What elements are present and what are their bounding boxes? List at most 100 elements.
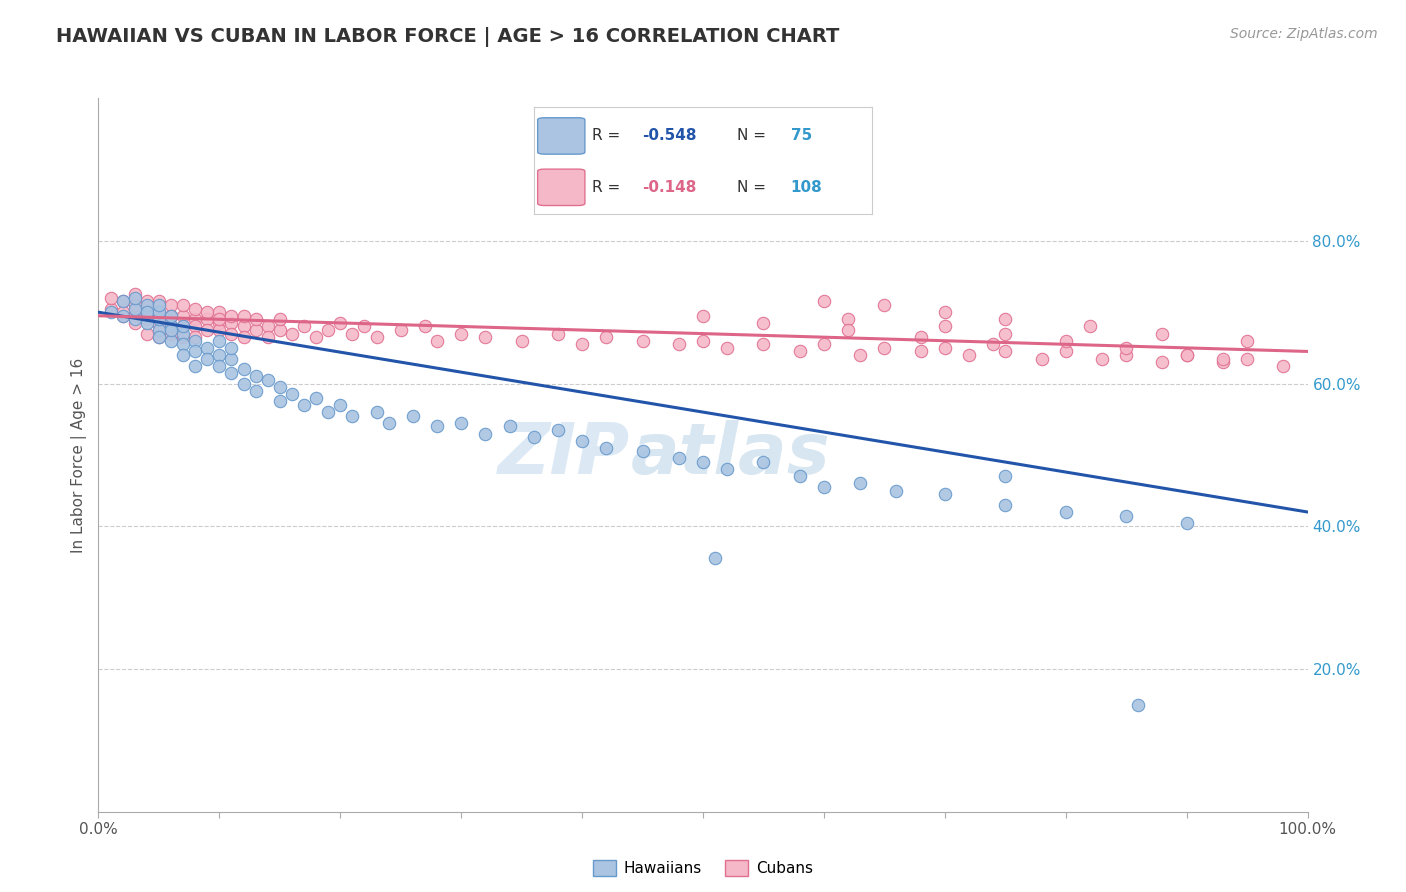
Point: [195, 305, 218, 319]
Point: [245, 312, 267, 326]
Point: [148, 294, 170, 309]
Point: [184, 319, 207, 334]
Point: [571, 337, 593, 351]
Point: [994, 312, 1017, 326]
Text: 75: 75: [790, 128, 813, 144]
Point: [111, 305, 134, 319]
Point: [450, 416, 472, 430]
Point: [837, 312, 859, 326]
Point: [366, 330, 388, 344]
Point: [172, 309, 194, 323]
Point: [208, 359, 231, 373]
Point: [752, 316, 775, 330]
Point: [873, 341, 896, 355]
Point: [184, 330, 207, 344]
Point: [135, 305, 157, 319]
Point: [595, 330, 617, 344]
Point: [571, 434, 593, 448]
Point: [172, 337, 194, 351]
Point: [135, 309, 157, 323]
Point: [547, 423, 569, 437]
Point: [148, 298, 170, 312]
Point: [692, 455, 714, 469]
Point: [135, 312, 157, 326]
Point: [195, 323, 218, 337]
Point: [184, 312, 207, 326]
Point: [329, 316, 352, 330]
Point: [281, 387, 304, 401]
Point: [1054, 334, 1077, 348]
Point: [1078, 319, 1101, 334]
Point: [172, 319, 194, 334]
Point: [837, 323, 859, 337]
Point: [172, 298, 194, 312]
Point: [450, 326, 472, 341]
Point: [752, 337, 775, 351]
Point: [1212, 355, 1234, 369]
Point: [221, 316, 243, 330]
Text: R =: R =: [592, 128, 624, 144]
Point: [148, 305, 170, 319]
Point: [886, 483, 908, 498]
Point: [342, 409, 364, 423]
Point: [221, 309, 243, 323]
FancyBboxPatch shape: [537, 169, 585, 205]
Point: [389, 323, 412, 337]
Point: [1054, 344, 1077, 359]
Point: [1175, 348, 1198, 362]
Point: [160, 309, 183, 323]
Point: [910, 330, 932, 344]
Point: [281, 326, 304, 341]
Point: [148, 323, 170, 337]
Text: Source: ZipAtlas.com: Source: ZipAtlas.com: [1230, 27, 1378, 41]
Point: [208, 348, 231, 362]
Point: [1212, 351, 1234, 366]
Point: [195, 312, 218, 326]
Point: [934, 341, 956, 355]
Point: [256, 330, 278, 344]
Point: [172, 348, 194, 362]
Point: [256, 373, 278, 387]
Text: N =: N =: [737, 180, 770, 194]
Point: [160, 309, 183, 323]
Point: [195, 351, 218, 366]
Point: [994, 498, 1017, 512]
Point: [100, 291, 122, 305]
Point: [1091, 351, 1114, 366]
Text: 108: 108: [790, 180, 823, 194]
Point: [111, 309, 134, 323]
Point: [160, 323, 183, 337]
Point: [994, 326, 1017, 341]
Point: [316, 405, 339, 419]
Point: [1175, 348, 1198, 362]
Point: [402, 409, 425, 423]
Point: [135, 305, 157, 319]
Point: [208, 305, 231, 319]
Point: [366, 405, 388, 419]
Point: [172, 319, 194, 334]
Point: [124, 291, 146, 305]
Point: [232, 362, 254, 376]
Point: [245, 384, 267, 398]
Point: [934, 487, 956, 501]
Point: [1128, 698, 1150, 712]
Point: [934, 305, 956, 319]
Point: [957, 348, 980, 362]
Point: [692, 309, 714, 323]
Point: [124, 316, 146, 330]
Point: [148, 319, 170, 334]
Point: [221, 366, 243, 380]
Point: [124, 301, 146, 316]
Point: [135, 294, 157, 309]
Point: [1115, 348, 1137, 362]
Point: [849, 348, 872, 362]
Point: [716, 341, 738, 355]
Point: [1152, 355, 1174, 369]
Point: [595, 441, 617, 455]
Point: [631, 444, 654, 458]
Point: [172, 326, 194, 341]
Point: [981, 337, 1004, 351]
Point: [1152, 326, 1174, 341]
Point: [1115, 341, 1137, 355]
FancyBboxPatch shape: [537, 118, 585, 154]
